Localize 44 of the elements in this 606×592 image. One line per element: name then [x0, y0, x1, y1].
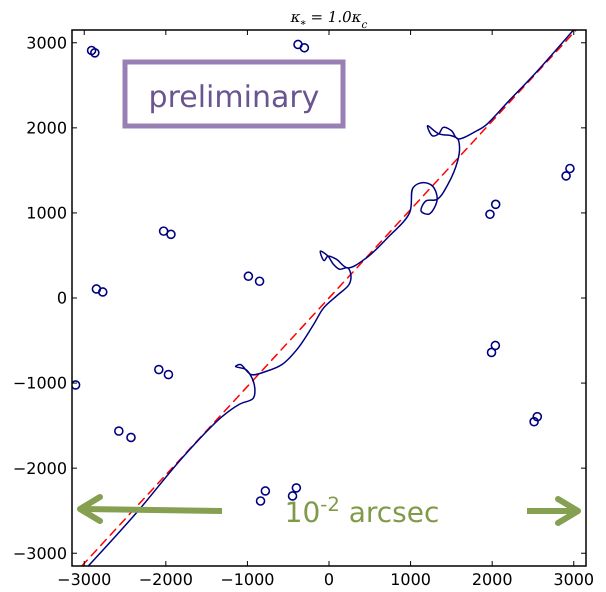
point	[154, 364, 164, 374]
point	[256, 496, 266, 506]
point	[114, 426, 124, 436]
x-tick-label: 0	[324, 570, 334, 589]
point	[565, 164, 575, 174]
x-tick-label: −1000	[220, 570, 274, 589]
y-tick-label: 2000	[26, 118, 67, 138]
point	[126, 432, 136, 442]
point	[561, 171, 571, 181]
annotation: preliminary	[148, 80, 320, 115]
y-tick-label: −1000	[12, 374, 67, 393]
point	[485, 209, 495, 220]
point	[90, 48, 100, 58]
point	[98, 287, 108, 297]
point	[158, 226, 168, 236]
point	[244, 271, 254, 282]
point	[166, 230, 176, 240]
chart-title: κ$_{*}$ = 1.0κ$_{c}$	[290, 8, 368, 31]
point	[92, 284, 102, 294]
point	[72, 380, 80, 390]
y-tick-label: 1000	[26, 204, 67, 223]
point	[254, 276, 264, 286]
point	[292, 483, 302, 493]
annotation: 10$^{-2}$ arcsec	[284, 492, 440, 529]
point	[260, 486, 270, 496]
point	[164, 370, 174, 380]
x-tick-label: 1000	[390, 570, 431, 589]
x-tick-label: 2000	[472, 570, 513, 589]
y-tick-label: 3000	[26, 33, 67, 52]
x-tick-label: −2000	[138, 570, 193, 589]
y-tick-label: −2000	[12, 458, 67, 478]
point	[490, 200, 500, 210]
point	[288, 491, 298, 501]
point	[532, 412, 542, 422]
point	[300, 42, 310, 53]
point	[490, 340, 500, 350]
y-tick-label: 0	[56, 288, 67, 308]
y-tick-label: −3000	[12, 544, 67, 563]
x-tick-label: −3000	[57, 570, 112, 589]
point	[529, 416, 539, 427]
point	[293, 40, 303, 50]
point	[486, 348, 496, 358]
x-tick-label: 3000	[553, 570, 594, 589]
point	[86, 46, 96, 56]
